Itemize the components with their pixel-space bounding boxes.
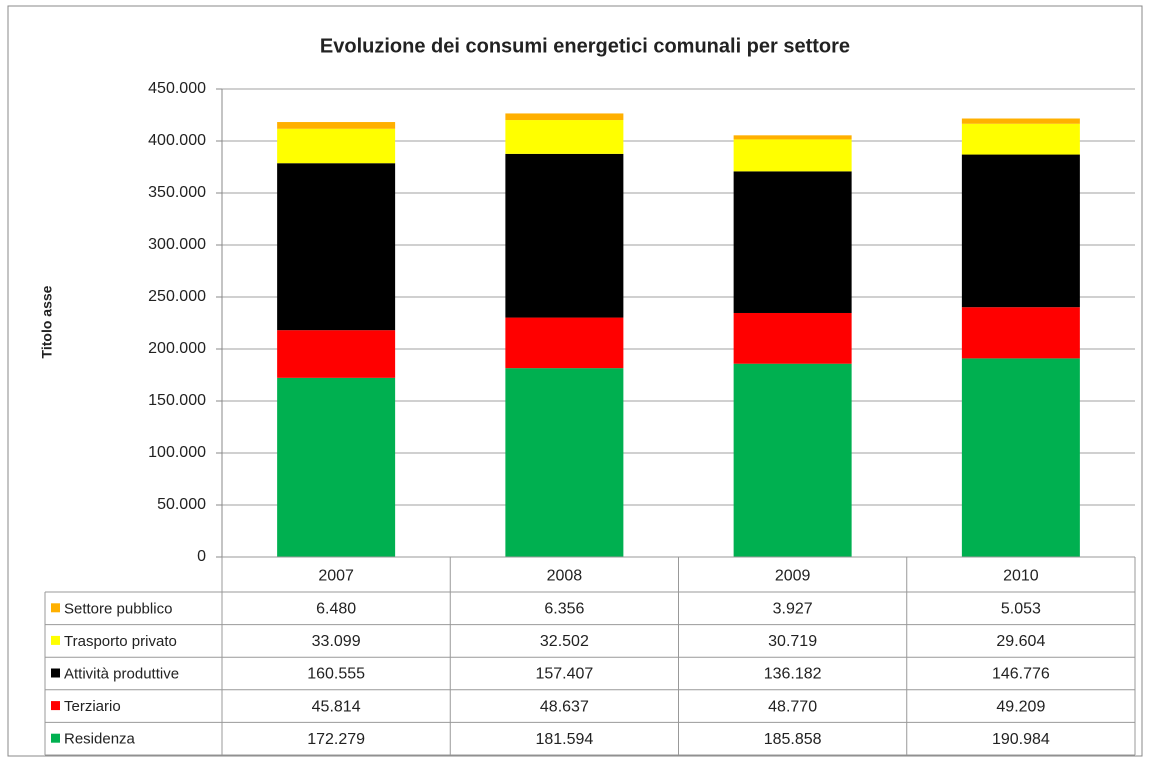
legend-swatch <box>51 668 60 678</box>
table-cell: 160.555 <box>307 666 365 683</box>
table-cell: 49.209 <box>996 698 1045 715</box>
legend-label: Attività produttive <box>64 665 179 682</box>
table-cell: 6.356 <box>544 601 584 618</box>
y-tick-label: 100.000 <box>148 444 206 461</box>
bar-segment <box>961 154 1080 308</box>
table-cell: 3.927 <box>773 601 813 618</box>
table-cell: 30.719 <box>768 633 817 650</box>
table-cell: 6.480 <box>316 601 356 618</box>
table-cell: 157.407 <box>535 666 593 683</box>
y-tick-label: 0 <box>197 548 206 565</box>
bar-segment <box>733 171 852 313</box>
table-cell: 172.279 <box>307 731 365 748</box>
bar-segment <box>961 358 1080 557</box>
table-cell: 48.770 <box>768 698 817 715</box>
y-tick-label: 250.000 <box>148 288 206 305</box>
table-cell: 185.858 <box>764 731 822 748</box>
x-tick-label: 2008 <box>547 568 583 585</box>
bar-segment <box>505 368 624 557</box>
bar-segment <box>505 120 624 154</box>
table-cell: 48.637 <box>540 698 589 715</box>
bar-segment <box>277 122 396 129</box>
bar-segment <box>733 135 852 140</box>
bar-segment <box>733 312 852 364</box>
table-cell: 33.099 <box>312 633 361 650</box>
bar-segment <box>505 153 624 318</box>
table-cell: 29.604 <box>996 633 1045 650</box>
chart-title: Evoluzione dei consumi energetici comuna… <box>320 35 850 57</box>
y-tick-label: 350.000 <box>148 184 206 201</box>
y-tick-label: 300.000 <box>148 236 206 253</box>
y-tick-label: 400.000 <box>148 132 206 149</box>
legend-swatch <box>51 701 60 711</box>
x-tick-label: 2007 <box>318 568 354 585</box>
y-tick-label: 150.000 <box>148 392 206 409</box>
table-cell: 136.182 <box>764 666 822 683</box>
bar-segment <box>961 123 1080 155</box>
legend-label: Trasporto privato <box>64 633 177 650</box>
bar-segment <box>733 363 852 557</box>
bar-segment <box>961 307 1080 359</box>
bar-segment <box>277 377 396 557</box>
bar-segment <box>277 330 396 378</box>
bar-segment <box>505 317 624 369</box>
table-cell: 45.814 <box>312 698 361 715</box>
table-cell: 5.053 <box>1001 601 1041 618</box>
legend-swatch <box>51 603 60 613</box>
y-tick-label: 450.000 <box>148 80 206 97</box>
legend-swatch <box>51 733 60 743</box>
y-tick-label: 50.000 <box>157 496 206 513</box>
bar-segment <box>277 163 396 331</box>
bar-segment <box>505 113 624 121</box>
bar-segment <box>733 139 852 172</box>
legend-label: Settore pubblico <box>64 600 172 617</box>
legend-label: Residenza <box>64 731 136 748</box>
table-cell: 181.594 <box>535 731 593 748</box>
x-tick-label: 2010 <box>1003 568 1039 585</box>
legend-label: Terziario <box>64 698 121 715</box>
table-cell: 190.984 <box>992 731 1050 748</box>
legend-swatch <box>51 635 60 645</box>
y-tick-label: 200.000 <box>148 340 206 357</box>
x-tick-label: 2009 <box>775 568 811 585</box>
y-axis-label: Titolo asse <box>39 285 55 358</box>
bar-segment <box>961 118 1080 124</box>
table-cell: 32.502 <box>540 633 589 650</box>
table-cell: 146.776 <box>992 666 1050 683</box>
bar-segment <box>277 128 396 164</box>
